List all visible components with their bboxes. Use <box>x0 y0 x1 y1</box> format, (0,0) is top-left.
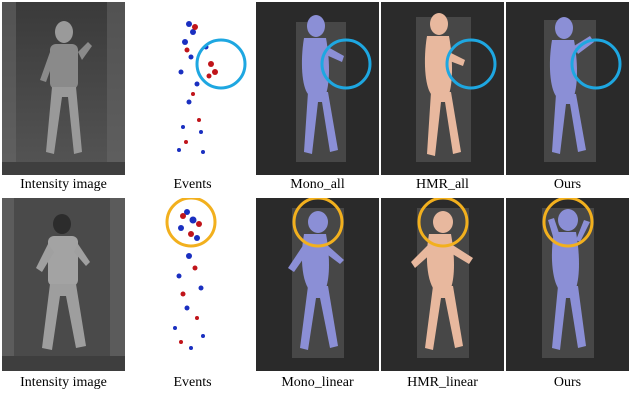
ours-render-row2 <box>506 198 629 371</box>
mono-linear-render <box>256 198 379 371</box>
caption-events-row2: Events <box>173 375 212 390</box>
hmr-all-render <box>381 2 504 175</box>
intensity-image-row2 <box>2 198 125 371</box>
caption-ours-row1: Ours <box>553 177 582 192</box>
highlight-circle <box>320 38 372 90</box>
highlight-circle <box>195 38 247 90</box>
highlight-circle <box>292 198 344 248</box>
highlight-circle <box>165 198 217 248</box>
hmr-linear-render <box>381 198 504 371</box>
caption-hmr-linear: HMR_linear <box>407 375 478 390</box>
caption-intensity-row2: Intensity image <box>20 375 107 390</box>
caption-intensity-row1: Intensity image <box>20 177 107 192</box>
caption-mono-linear: Mono_linear <box>281 375 354 390</box>
caption-hmr-all: HMR_all <box>416 177 469 192</box>
highlight-circle <box>417 198 469 248</box>
events-image-row2 <box>131 198 254 371</box>
events-image-row1 <box>131 2 254 175</box>
intensity-image-row1 <box>2 2 125 175</box>
ours-render-row1 <box>506 2 629 175</box>
highlight-circle <box>542 198 594 248</box>
caption-events-row1: Events <box>173 177 212 192</box>
highlight-circle <box>445 38 497 90</box>
caption-ours-row2: Ours <box>553 375 582 390</box>
caption-mono-all: Mono_all <box>290 177 345 192</box>
highlight-circle <box>570 38 622 90</box>
mono-all-render <box>256 2 379 175</box>
